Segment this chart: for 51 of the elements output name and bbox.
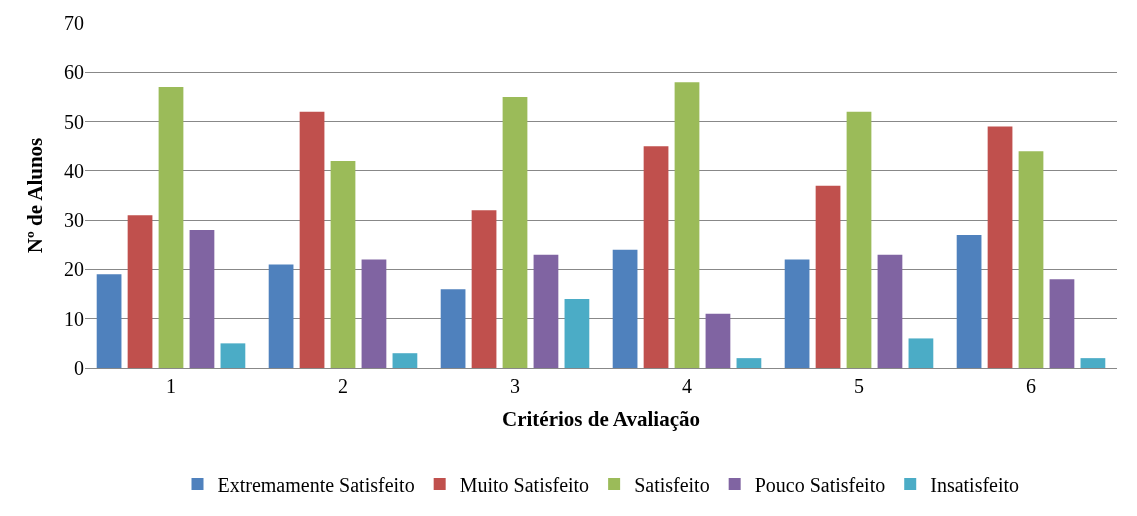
legend-label: Insatisfeito (930, 473, 1020, 496)
bar (533, 254, 559, 368)
legend-label: Extremamente Satisfeito (217, 473, 415, 496)
bar (877, 254, 903, 368)
bar (330, 161, 356, 368)
y-tick-label: 10 (64, 307, 84, 330)
bar (96, 274, 122, 368)
y-tick-label: 50 (64, 110, 84, 133)
x-tick-label: 6 (1026, 375, 1036, 397)
bar (674, 82, 700, 368)
y-tick-label: 30 (64, 209, 84, 232)
x-tick-label: 4 (682, 375, 692, 397)
legend-label: Pouco Satisfeito (754, 473, 886, 496)
x-tick-label: 2 (338, 375, 348, 397)
x-tick-label: 5 (854, 375, 864, 397)
bar (158, 87, 184, 368)
bar (299, 111, 325, 368)
bar (268, 264, 294, 368)
bar (392, 353, 418, 368)
x-axis-title: Critérios de Avaliação (502, 407, 700, 432)
x-tick-label: 3 (510, 375, 520, 397)
y-tick-label: 70 (64, 12, 84, 34)
bar (1080, 358, 1106, 368)
bar (736, 358, 762, 368)
bar (956, 234, 982, 368)
bar (220, 343, 246, 368)
bar (987, 126, 1013, 368)
y-tick-label: 20 (64, 258, 84, 281)
bar (815, 185, 841, 368)
bar (440, 289, 466, 368)
bar (564, 299, 590, 368)
y-tick-label: 60 (64, 61, 84, 84)
bar (1018, 151, 1044, 368)
x-tick-label: 1 (166, 375, 176, 397)
bar (1049, 279, 1075, 368)
bar (471, 210, 497, 368)
legend-label: Muito Satisfeito (459, 473, 590, 496)
bar (846, 111, 872, 368)
y-axis-title: Nº de Alunos (23, 137, 48, 254)
bar (643, 146, 669, 368)
bar (361, 259, 387, 368)
bar (784, 259, 810, 368)
bar (705, 313, 731, 368)
bar (127, 215, 153, 368)
bar (189, 230, 215, 368)
bar (908, 338, 934, 368)
legend-label: Satisfeito (634, 473, 710, 496)
y-tick-label: 0 (74, 357, 84, 379)
bar (502, 96, 528, 368)
y-tick-label: 40 (64, 159, 84, 182)
bar (612, 249, 638, 368)
